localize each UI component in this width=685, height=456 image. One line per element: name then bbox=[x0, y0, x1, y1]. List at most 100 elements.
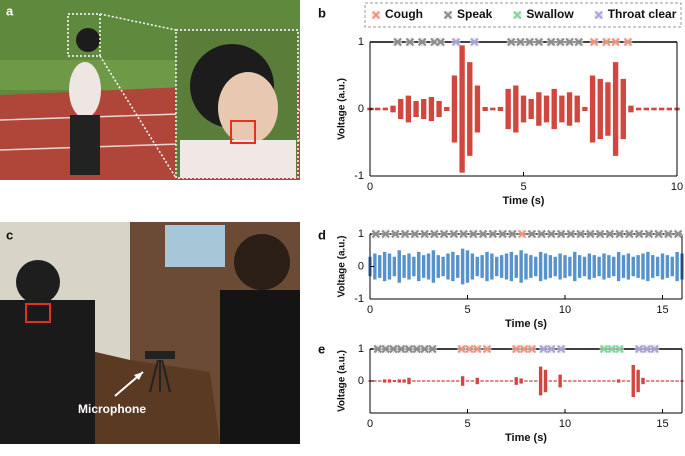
x-tick-label: 5 bbox=[464, 304, 470, 316]
event-marker bbox=[373, 344, 383, 354]
event-marker bbox=[644, 229, 654, 239]
panel-label: e bbox=[318, 341, 325, 356]
legend-label: Cough bbox=[385, 7, 423, 21]
event-marker bbox=[381, 344, 390, 354]
event-marker bbox=[420, 344, 429, 354]
event-marker bbox=[611, 37, 620, 47]
event-marker bbox=[516, 37, 525, 47]
event-marker bbox=[576, 229, 585, 239]
event-marker bbox=[625, 229, 634, 239]
event-marker bbox=[473, 344, 482, 354]
event-marker bbox=[556, 37, 565, 47]
event-marker bbox=[623, 37, 633, 47]
event-marker bbox=[586, 229, 595, 239]
photo-annotation: Microphone bbox=[78, 402, 146, 416]
event-marker bbox=[451, 37, 461, 47]
y-tick-label: 0 bbox=[358, 260, 364, 272]
event-marker bbox=[371, 229, 381, 239]
event-marker bbox=[428, 344, 437, 354]
event-marker bbox=[534, 37, 544, 47]
y-axis-label: Voltage (a.u.) bbox=[337, 235, 348, 297]
event-marker bbox=[650, 344, 659, 354]
event-marker bbox=[470, 37, 479, 47]
event-marker bbox=[634, 229, 644, 239]
panel-label: c bbox=[6, 227, 13, 242]
event-marker bbox=[615, 344, 624, 354]
legend-marker bbox=[443, 10, 453, 20]
event-marker bbox=[439, 229, 449, 239]
event-marker bbox=[525, 37, 534, 47]
event-marker bbox=[519, 344, 529, 354]
event-marker bbox=[599, 344, 609, 354]
event-marker bbox=[410, 229, 420, 239]
event-marker bbox=[546, 37, 556, 47]
x-tick-label: 5 bbox=[520, 181, 526, 193]
photo-c: Microphone bbox=[0, 222, 300, 444]
x-tick-label: 15 bbox=[656, 304, 668, 316]
event-marker bbox=[469, 229, 478, 239]
y-axis-label: Voltage (a.u.) bbox=[337, 350, 348, 412]
event-marker bbox=[566, 229, 576, 239]
event-marker bbox=[602, 37, 611, 47]
y-tick-label: 0 bbox=[358, 103, 364, 115]
y-tick-label: 1 bbox=[358, 36, 364, 48]
x-tick-label: 5 bbox=[464, 418, 470, 430]
event-marker bbox=[547, 344, 556, 354]
panel-label: a bbox=[6, 3, 14, 18]
x-tick-label: 15 bbox=[656, 418, 668, 430]
x-tick-label: 10 bbox=[559, 418, 571, 430]
y-tick-label: 0 bbox=[358, 375, 364, 387]
event-marker bbox=[457, 344, 466, 354]
event-marker bbox=[478, 229, 488, 239]
event-marker bbox=[400, 229, 410, 239]
legend-marker bbox=[371, 10, 381, 20]
event-marker bbox=[556, 229, 566, 239]
event-marker bbox=[420, 229, 429, 239]
event-marker bbox=[507, 37, 516, 47]
event-marker bbox=[527, 344, 537, 354]
event-marker bbox=[664, 229, 673, 239]
event-marker bbox=[512, 344, 521, 354]
event-marker bbox=[393, 37, 402, 47]
event-marker bbox=[488, 229, 498, 239]
event-marker bbox=[405, 37, 415, 47]
x-axis-label: Time (s) bbox=[505, 318, 547, 330]
event-marker bbox=[436, 37, 445, 47]
event-marker bbox=[539, 344, 548, 354]
event-marker bbox=[547, 229, 556, 239]
event-marker bbox=[430, 229, 439, 239]
y-tick-label: -1 bbox=[354, 170, 364, 182]
y-tick-label: -1 bbox=[354, 293, 364, 305]
event-marker bbox=[556, 344, 566, 354]
y-tick-label: 1 bbox=[358, 343, 364, 355]
event-marker bbox=[417, 37, 427, 47]
event-marker bbox=[595, 229, 605, 239]
x-tick-label: 10 bbox=[671, 181, 683, 193]
legend-label: Throat clear bbox=[608, 7, 677, 21]
event-marker bbox=[381, 229, 390, 239]
x-tick-label: 0 bbox=[367, 304, 373, 316]
event-marker bbox=[607, 344, 617, 354]
event-marker bbox=[642, 344, 652, 354]
event-marker bbox=[615, 229, 624, 239]
event-marker bbox=[527, 229, 537, 239]
y-axis-label: Voltage (a.u.) bbox=[337, 78, 348, 140]
x-tick-label: 0 bbox=[367, 181, 373, 193]
event-marker bbox=[565, 37, 574, 47]
x-tick-label: 0 bbox=[367, 418, 373, 430]
event-marker bbox=[404, 344, 414, 354]
event-marker bbox=[465, 344, 474, 354]
event-marker bbox=[396, 344, 406, 354]
event-marker bbox=[605, 229, 615, 239]
x-tick-label: 10 bbox=[559, 304, 571, 316]
y-tick-label: 1 bbox=[358, 228, 364, 240]
legend-label: Swallow bbox=[526, 7, 574, 21]
event-marker bbox=[508, 229, 517, 239]
event-marker bbox=[673, 229, 683, 239]
x-axis-label: Time (s) bbox=[503, 195, 545, 207]
legend-marker bbox=[513, 10, 522, 20]
photo-a bbox=[0, 0, 301, 180]
event-marker bbox=[574, 37, 583, 47]
event-marker bbox=[654, 229, 663, 239]
